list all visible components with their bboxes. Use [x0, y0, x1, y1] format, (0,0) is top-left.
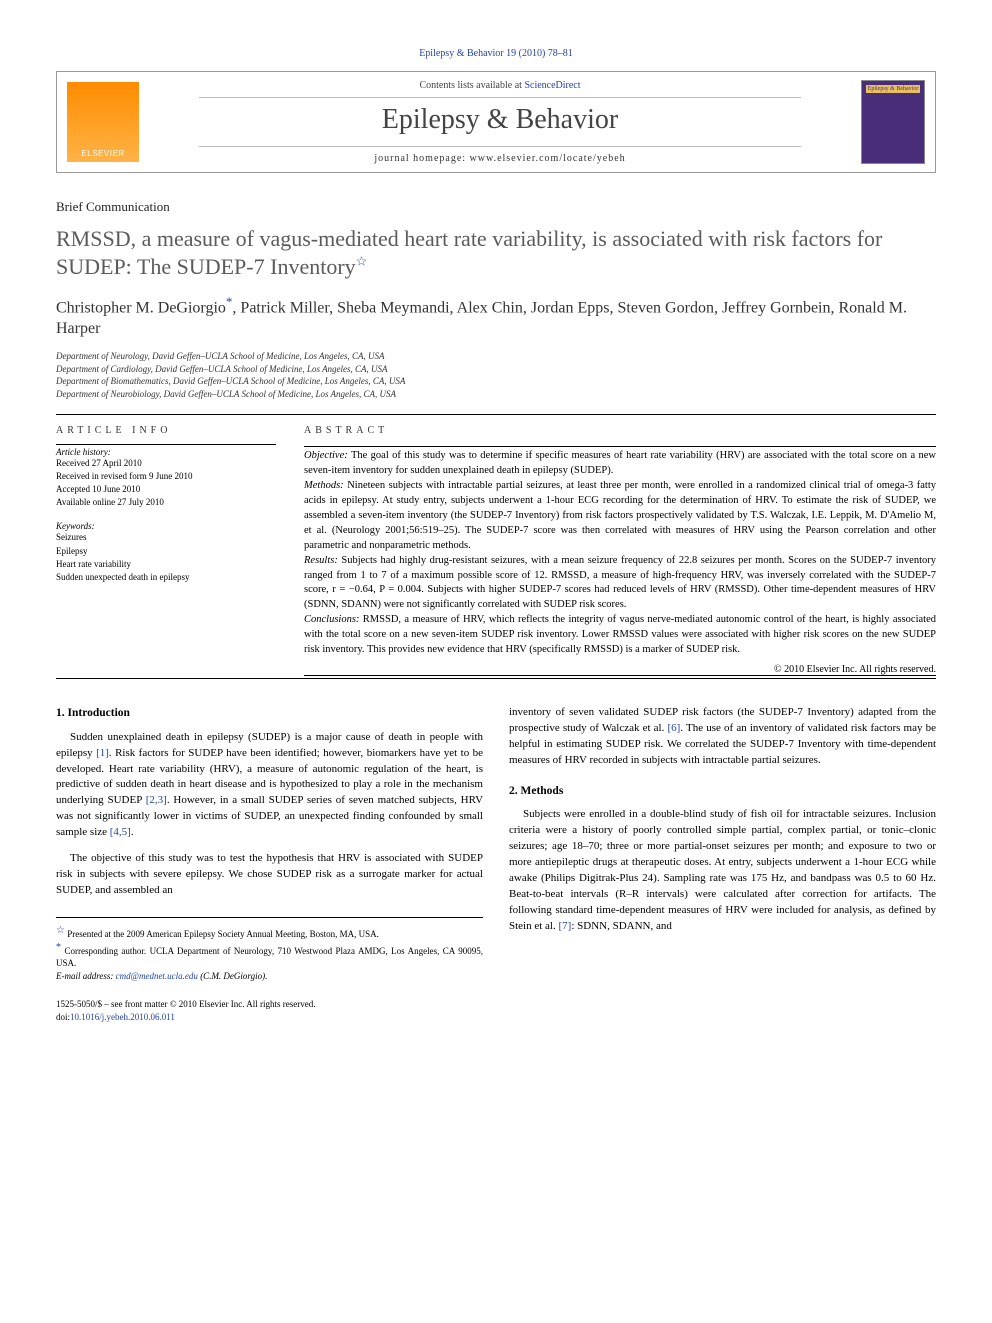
keyword: Epilepsy: [56, 545, 276, 558]
citation-link[interactable]: [4,5]: [110, 826, 131, 838]
history-line: Received 27 April 2010: [56, 457, 276, 470]
citation-link[interactable]: [7]: [559, 920, 572, 932]
text-run: : SDNN, SDANN, and: [571, 920, 672, 932]
footnote-text: Presented at the 2009 American Epilepsy …: [65, 929, 379, 939]
article-info-heading: ARTICLE INFO: [56, 425, 276, 436]
journal-name: Epilepsy & Behavior: [139, 104, 861, 136]
author-list: Christopher M. DeGiorgio*, Patrick Mille…: [56, 294, 936, 340]
abstract-results: Subjects had highly drug-resistant seizu…: [304, 555, 936, 611]
contents-prefix: Contents lists available at: [419, 80, 524, 91]
title-text: RMSSD, a measure of vagus-mediated heart…: [56, 226, 882, 279]
email-link[interactable]: cmd@mednet.ucla.edu: [116, 971, 198, 981]
issn-copyright-line: 1525-5050/$ – see front matter © 2010 El…: [56, 998, 936, 1011]
affiliation: Department of Neurobiology, David Geffen…: [56, 388, 936, 401]
meta-row: ARTICLE INFO Article history: Received 2…: [56, 425, 936, 678]
keywords-label: Keywords:: [56, 521, 276, 531]
abstract-block: ABSTRACT Objective: The goal of this stu…: [304, 425, 936, 678]
abstract-results-label: Results:: [304, 555, 338, 566]
footnote-email: E-mail address: cmd@mednet.ucla.edu (C.M…: [56, 970, 483, 983]
text-run: .: [131, 826, 134, 838]
citation-link[interactable]: [6]: [668, 722, 681, 734]
paragraph: The objective of this study was to test …: [56, 851, 483, 899]
email-label: E-mail address:: [56, 971, 116, 981]
history-line: Accepted 10 June 2010: [56, 483, 276, 496]
section-rule-2: [56, 678, 936, 679]
paragraph: inventory of seven validated SUDEP risk …: [509, 705, 936, 769]
article-type: Brief Communication: [56, 199, 936, 215]
text-run: Subjects were enrolled in a double-blind…: [509, 808, 936, 932]
abstract-methods: Nineteen subjects with intractable parti…: [304, 480, 936, 551]
sciencedirect-link[interactable]: ScienceDirect: [524, 80, 580, 91]
journal-cover-thumbnail[interactable]: Epilepsy & Behavior: [861, 80, 925, 164]
doi-prefix: doi:: [56, 1012, 70, 1022]
article-title: RMSSD, a measure of vagus-mediated heart…: [56, 225, 936, 280]
header-rule-top: [199, 97, 801, 98]
abstract-heading: ABSTRACT: [304, 425, 936, 436]
contents-line: Contents lists available at ScienceDirec…: [139, 80, 861, 91]
abstract-conclusions-label: Conclusions:: [304, 614, 359, 625]
footnote: * Corresponding author. UCLA Department …: [56, 941, 483, 970]
footnotes: ☆ Presented at the 2009 American Epileps…: [56, 917, 483, 982]
history-line: Received in revised form 9 June 2010: [56, 470, 276, 483]
abstract-body: Objective: The goal of this study was to…: [304, 449, 936, 658]
journal-header: ELSEVIER Contents lists available at Sci…: [56, 71, 936, 173]
keyword: Seizures: [56, 531, 276, 544]
article-info-block: ARTICLE INFO Article history: Received 2…: [56, 425, 276, 678]
doi-link[interactable]: 10.1016/j.yebeh.2010.06.011: [70, 1012, 175, 1022]
abstract-methods-label: Methods:: [304, 480, 344, 491]
header-center: Contents lists available at ScienceDirec…: [139, 80, 861, 164]
column-right: inventory of seven validated SUDEP risk …: [509, 705, 936, 982]
citation-link[interactable]: [2,3]: [146, 794, 167, 806]
paragraph: Subjects were enrolled in a double-blind…: [509, 807, 936, 935]
bottom-matter: 1525-5050/$ – see front matter © 2010 El…: [56, 998, 936, 1023]
header-rule-bottom: [199, 146, 801, 147]
paragraph: Sudden unexplained death in epilepsy (SU…: [56, 730, 483, 842]
keyword: Sudden unexpected death in epilepsy: [56, 571, 276, 584]
section-2-title: 2. Methods: [509, 783, 936, 800]
journal-citation-link[interactable]: Epilepsy & Behavior 19 (2010) 78–81: [56, 48, 936, 59]
elsevier-logo[interactable]: ELSEVIER: [67, 82, 139, 162]
affiliation: Department of Cardiology, David Geffen–U…: [56, 363, 936, 376]
abstract-rule: [304, 446, 936, 447]
abstract-conclusions: RMSSD, a measure of HRV, which reflects …: [304, 614, 936, 655]
info-rule: [56, 444, 276, 445]
footnote-star-icon: ☆: [56, 925, 65, 936]
affiliations: Department of Neurology, David Geffen–UC…: [56, 350, 936, 400]
section-1-title: 1. Introduction: [56, 705, 483, 722]
abstract-objective-label: Objective:: [304, 450, 348, 461]
homepage-url[interactable]: www.elsevier.com/locate/yebeh: [470, 153, 626, 164]
doi-line: doi:10.1016/j.yebeh.2010.06.011: [56, 1011, 936, 1024]
cover-title: Epilepsy & Behavior: [866, 85, 921, 93]
section-rule: [56, 414, 936, 415]
keyword: Heart rate variability: [56, 558, 276, 571]
journal-homepage: journal homepage: www.elsevier.com/locat…: [139, 153, 861, 164]
citation-link[interactable]: [1]: [96, 747, 109, 759]
footnote-text: Corresponding author. UCLA Department of…: [56, 946, 483, 969]
affiliation: Department of Neurology, David Geffen–UC…: [56, 350, 936, 363]
email-suffix: (C.M. DeGiorgio).: [198, 971, 267, 981]
abstract-bottom-rule: [304, 675, 936, 676]
title-footnote-star[interactable]: ☆: [356, 253, 368, 268]
abstract-copyright: © 2010 Elsevier Inc. All rights reserved…: [304, 664, 936, 675]
corresponding-author-star[interactable]: *: [226, 294, 233, 309]
article-history-label: Article history:: [56, 447, 276, 457]
footnote: ☆ Presented at the 2009 American Epileps…: [56, 924, 483, 941]
body-columns: 1. Introduction Sudden unexplained death…: [56, 705, 936, 982]
affiliation: Department of Biomathematics, David Geff…: [56, 375, 936, 388]
column-left: 1. Introduction Sudden unexplained death…: [56, 705, 483, 982]
abstract-objective: The goal of this study was to determine …: [304, 450, 936, 476]
history-line: Available online 27 July 2010: [56, 496, 276, 509]
homepage-prefix: journal homepage:: [374, 153, 469, 164]
